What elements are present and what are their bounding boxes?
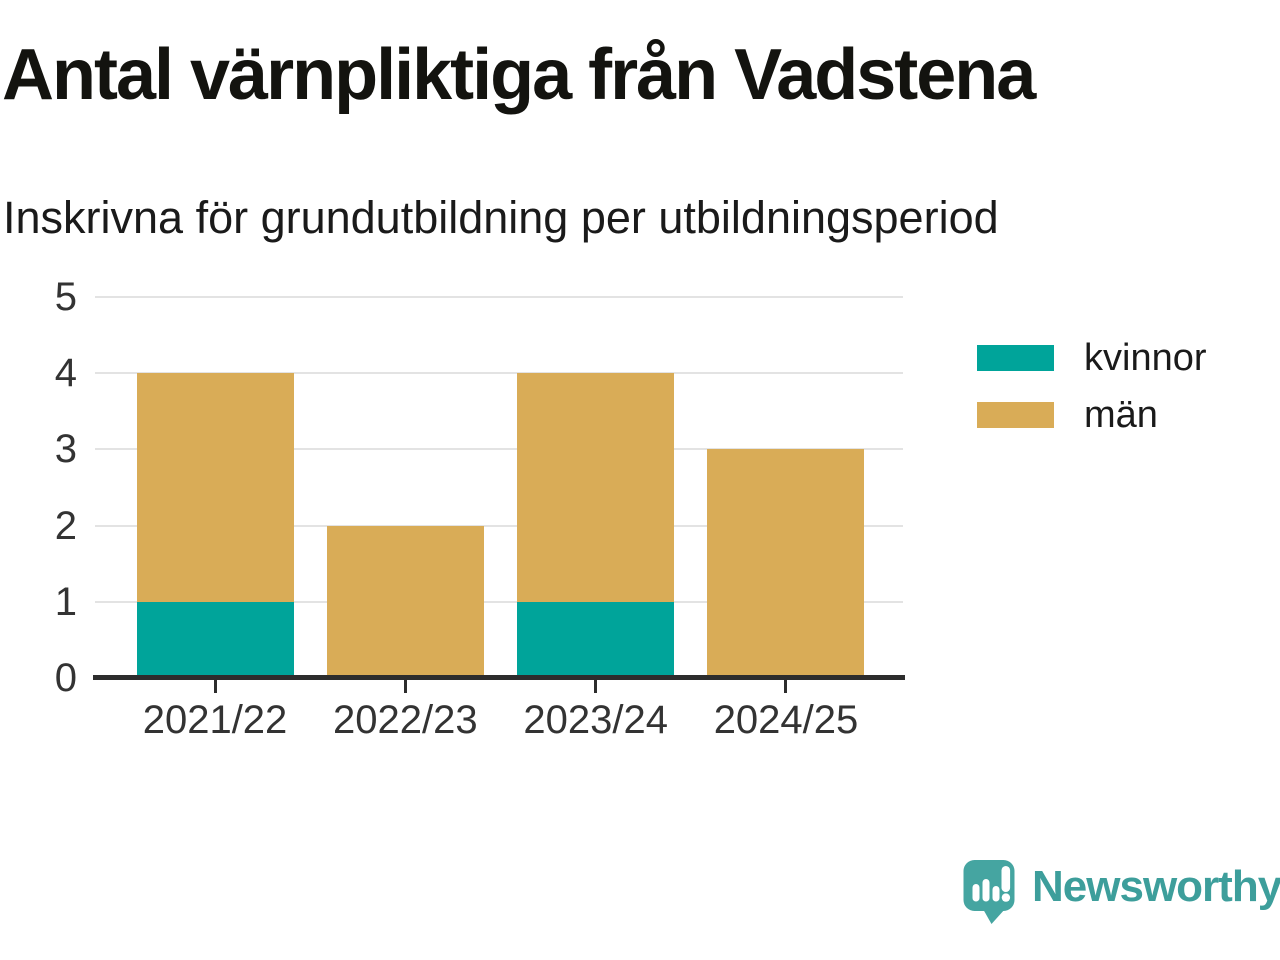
x-tick-label-2021/22: 2021/22 bbox=[142, 698, 288, 742]
bar-segment-män-2023/24 bbox=[517, 373, 675, 602]
y-tick-label-3: 3 bbox=[54, 427, 77, 472]
bar-segment-män-2024/25 bbox=[707, 449, 865, 678]
bar-segment-kvinnor-2023/24 bbox=[517, 601, 675, 678]
legend-swatch-män bbox=[977, 402, 1054, 428]
gridline-y5 bbox=[95, 296, 903, 298]
legend: kvinnor män bbox=[977, 336, 1207, 450]
y-tick-label-2: 2 bbox=[54, 503, 77, 548]
chart-title: Antal värnpliktiga från Vadstena bbox=[2, 35, 1036, 115]
legend-swatch-kvinnor bbox=[977, 345, 1054, 371]
y-tick-label-1: 1 bbox=[54, 579, 77, 624]
x-tick-2023/24 bbox=[594, 680, 598, 693]
x-tick-label-2023/24: 2023/24 bbox=[523, 698, 668, 742]
x-tick-2022/23 bbox=[403, 680, 407, 693]
newsworthy-logo-text: Newsworthy bbox=[1032, 862, 1280, 911]
newsworthy-logo-icon bbox=[963, 860, 1015, 924]
gridline-y4 bbox=[95, 372, 903, 375]
gridline-y2 bbox=[95, 524, 903, 527]
chart-subtitle: Inskrivna för grundutbildning per utbild… bbox=[3, 192, 999, 243]
x-tick-2024/25 bbox=[784, 680, 788, 693]
y-tick-label-5: 5 bbox=[54, 275, 77, 319]
legend-label-män: män bbox=[1084, 393, 1158, 436]
bar-segment-kvinnor-2021/22 bbox=[136, 601, 294, 678]
gridline-y1 bbox=[95, 600, 903, 603]
bar-segment-män-2021/22 bbox=[136, 373, 294, 602]
legend-item-kvinnor: kvinnor bbox=[977, 336, 1207, 380]
newsworthy-branding: Newsworthy bbox=[963, 859, 1280, 925]
legend-label-kvinnor: kvinnor bbox=[1084, 336, 1207, 379]
legend-item-män: män bbox=[977, 393, 1207, 437]
x-tick-2021/22 bbox=[213, 680, 217, 693]
x-tick-label-2022/23: 2022/23 bbox=[333, 698, 478, 742]
x-axis-line bbox=[93, 675, 905, 680]
y-tick-label-0: 0 bbox=[54, 656, 77, 700]
gridline-y3 bbox=[95, 448, 903, 451]
x-tick-label-2024/25: 2024/25 bbox=[713, 698, 859, 742]
bar-segment-män-2022/23 bbox=[326, 525, 484, 678]
y-tick-label-4: 4 bbox=[54, 351, 77, 396]
